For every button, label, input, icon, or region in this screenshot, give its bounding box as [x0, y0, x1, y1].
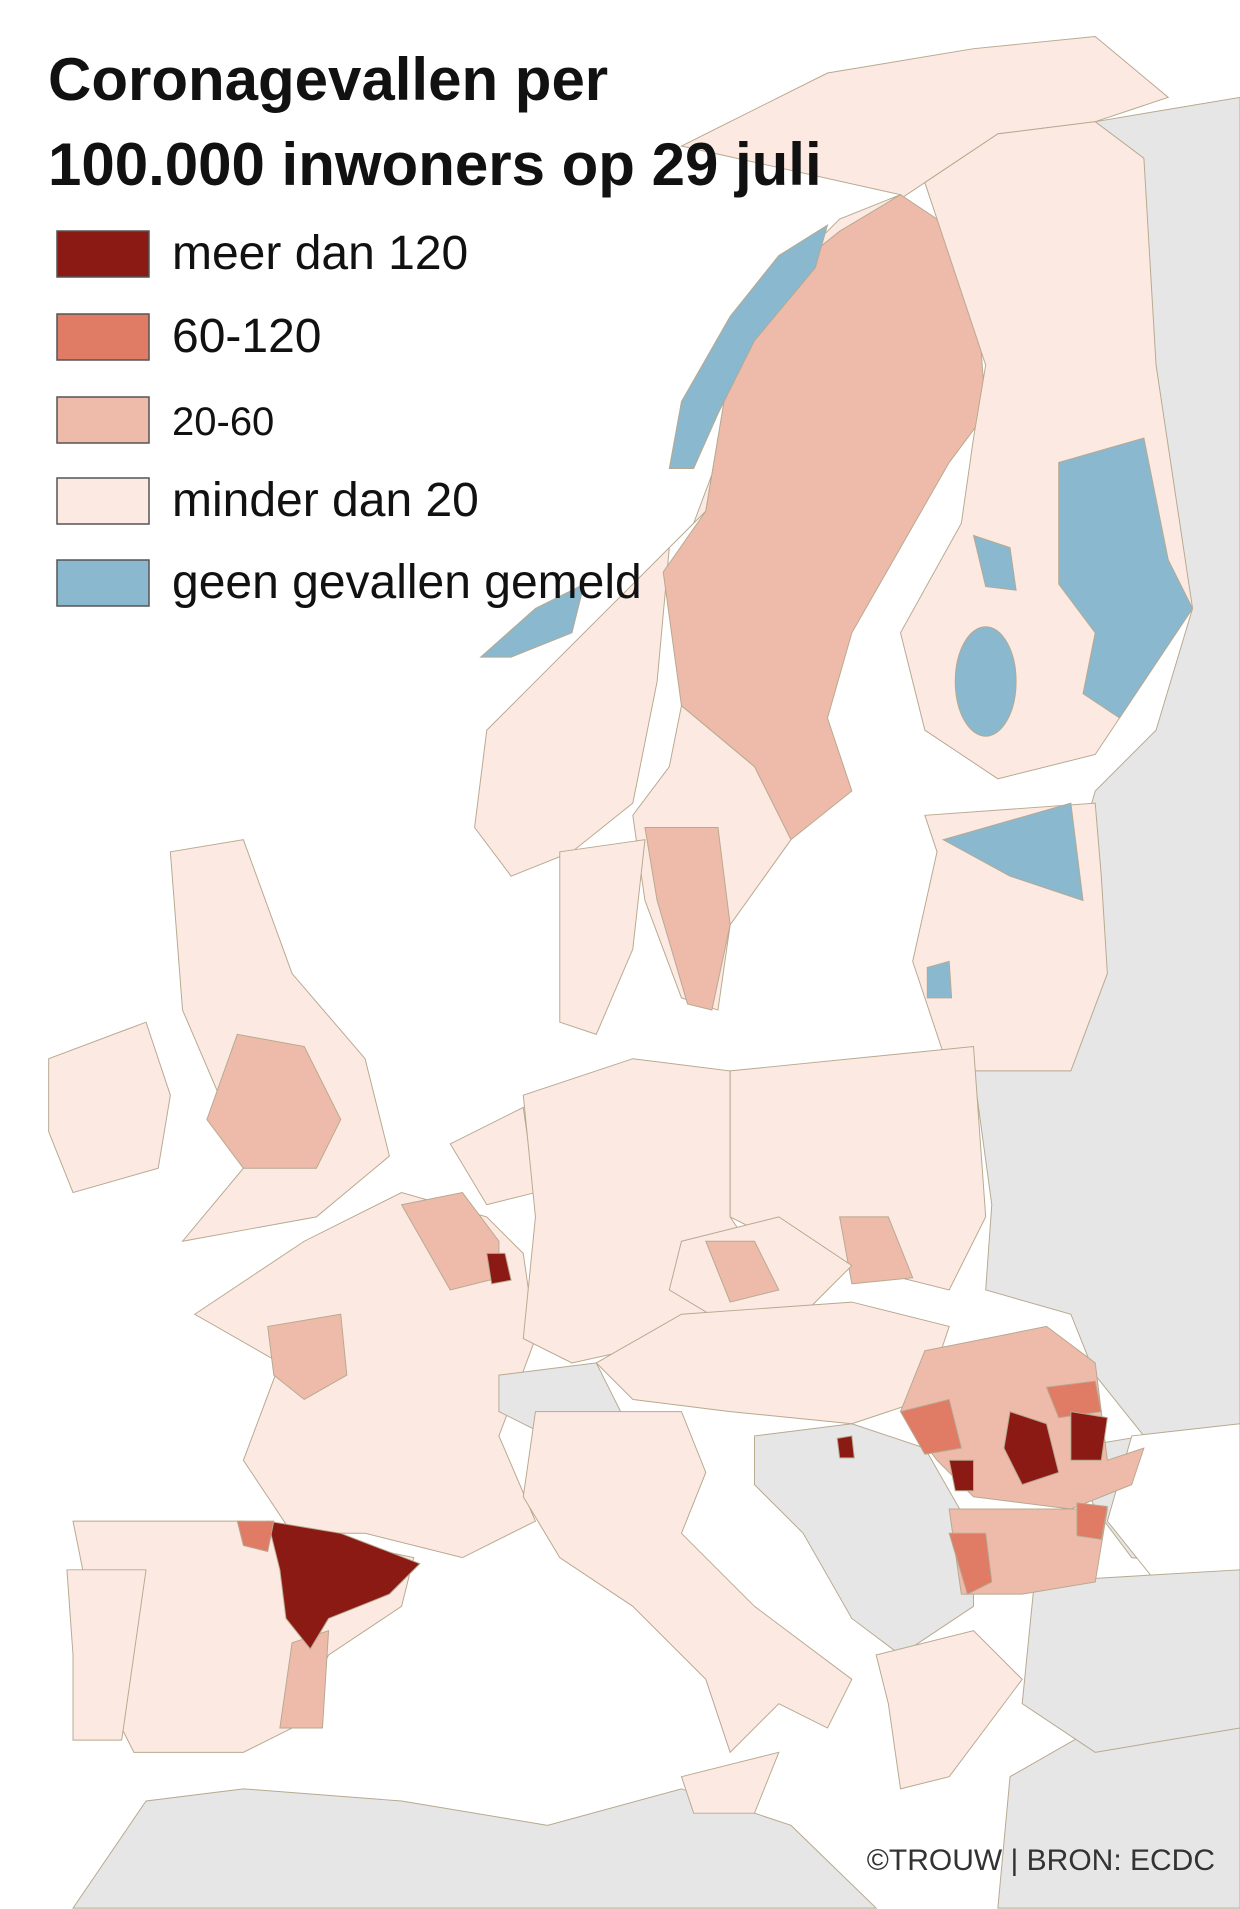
legend-label: minder dan 20: [172, 474, 479, 527]
region: [1058, 437, 1194, 719]
map: [48, 36, 1240, 1909]
region: [479, 583, 585, 658]
region: [926, 960, 953, 999]
title-line: 100.000 inwoners op 29 juli: [48, 131, 822, 198]
region: [559, 839, 646, 1035]
region: [948, 1459, 975, 1492]
land-turkey: [1021, 1569, 1240, 1753]
legend-swatch: [56, 313, 150, 361]
region: [66, 1569, 147, 1741]
region: [899, 1398, 962, 1455]
region: [941, 802, 1084, 902]
region: [705, 1240, 780, 1303]
legend: meer dan 120 60-120 20-60 minder dan 20 geen…: [56, 227, 642, 609]
region: [522, 1411, 853, 1754]
legend-swatch: [56, 396, 150, 444]
region: [267, 1313, 348, 1401]
region: [644, 827, 731, 1011]
region: [954, 626, 1017, 737]
land-balkans: [753, 1423, 975, 1656]
legend-swatch: [56, 477, 150, 525]
region: [169, 839, 390, 1242]
title-line: Coronagevallen per: [48, 46, 608, 113]
region: [948, 1532, 993, 1595]
legend-label: geen gevallen gemeld: [172, 556, 642, 609]
region: [836, 1435, 855, 1459]
region: [1076, 1502, 1108, 1540]
legend-label: 60-120: [172, 310, 321, 363]
region: [267, 1520, 421, 1650]
land-africa: [72, 1788, 878, 1909]
region: [486, 1252, 512, 1285]
region: [1003, 1410, 1060, 1486]
region: [839, 1216, 914, 1285]
legend-label: 20-60: [172, 400, 274, 444]
legend-label: meer dan 120: [172, 227, 468, 280]
region: [972, 534, 1017, 591]
region: [1045, 1380, 1102, 1419]
region: [206, 1033, 342, 1169]
region: [680, 1751, 780, 1814]
region: [875, 1630, 1023, 1790]
legend-swatch: [56, 559, 150, 607]
region: [48, 1021, 171, 1194]
region: [1070, 1411, 1108, 1461]
legend-swatch: [56, 230, 150, 278]
region: [668, 224, 829, 469]
region: [236, 1520, 275, 1553]
credit: ©TROUW | BRON: ECDC: [867, 1844, 1215, 1877]
